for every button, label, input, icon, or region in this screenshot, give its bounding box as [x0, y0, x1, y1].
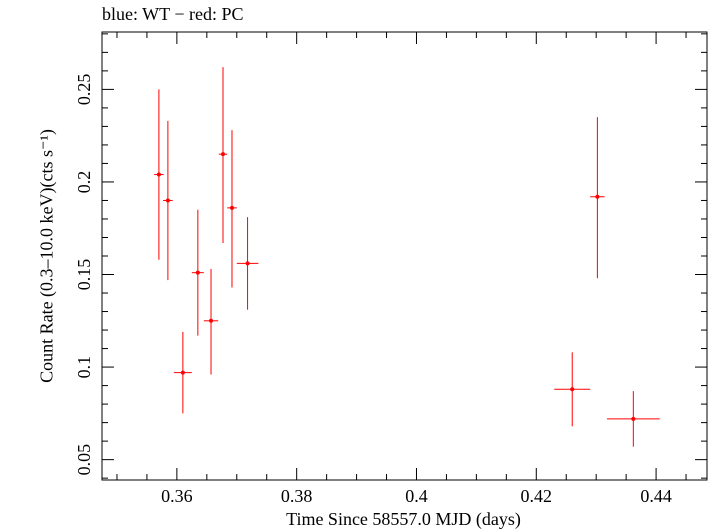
x-tick-label: 0.42 [521, 486, 553, 506]
y-axis-label: Count Rate (0.3–10.0 keV)(cts s⁻¹) [36, 129, 57, 383]
y-tick-label: 0.2 [74, 171, 94, 194]
data-point [156, 172, 161, 177]
x-tick-label: 0.36 [161, 486, 193, 506]
data-point [221, 152, 225, 157]
y-tick-label: 0.05 [74, 444, 94, 476]
x-tick-label: 0.4 [405, 486, 428, 506]
y-tick-label: 0.25 [74, 74, 94, 106]
y-tick-label: 0.15 [74, 259, 94, 291]
x-tick-label: 0.38 [281, 486, 313, 506]
data-point [195, 270, 200, 275]
y-tick-label: 0.1 [74, 356, 94, 379]
chart-title: blue: WT − red: PC [102, 4, 244, 24]
data-point [570, 387, 575, 392]
data-point [229, 205, 234, 210]
x-axis-label: Time Since 58557.0 MJD (days) [286, 509, 521, 529]
x-tick-label: 0.44 [640, 486, 672, 506]
data-point [180, 370, 185, 375]
data-point [165, 198, 170, 203]
plot-frame [101, 31, 708, 481]
data-point [245, 261, 250, 266]
data-point [631, 416, 636, 421]
data-point [595, 194, 600, 199]
data-point [209, 318, 214, 323]
